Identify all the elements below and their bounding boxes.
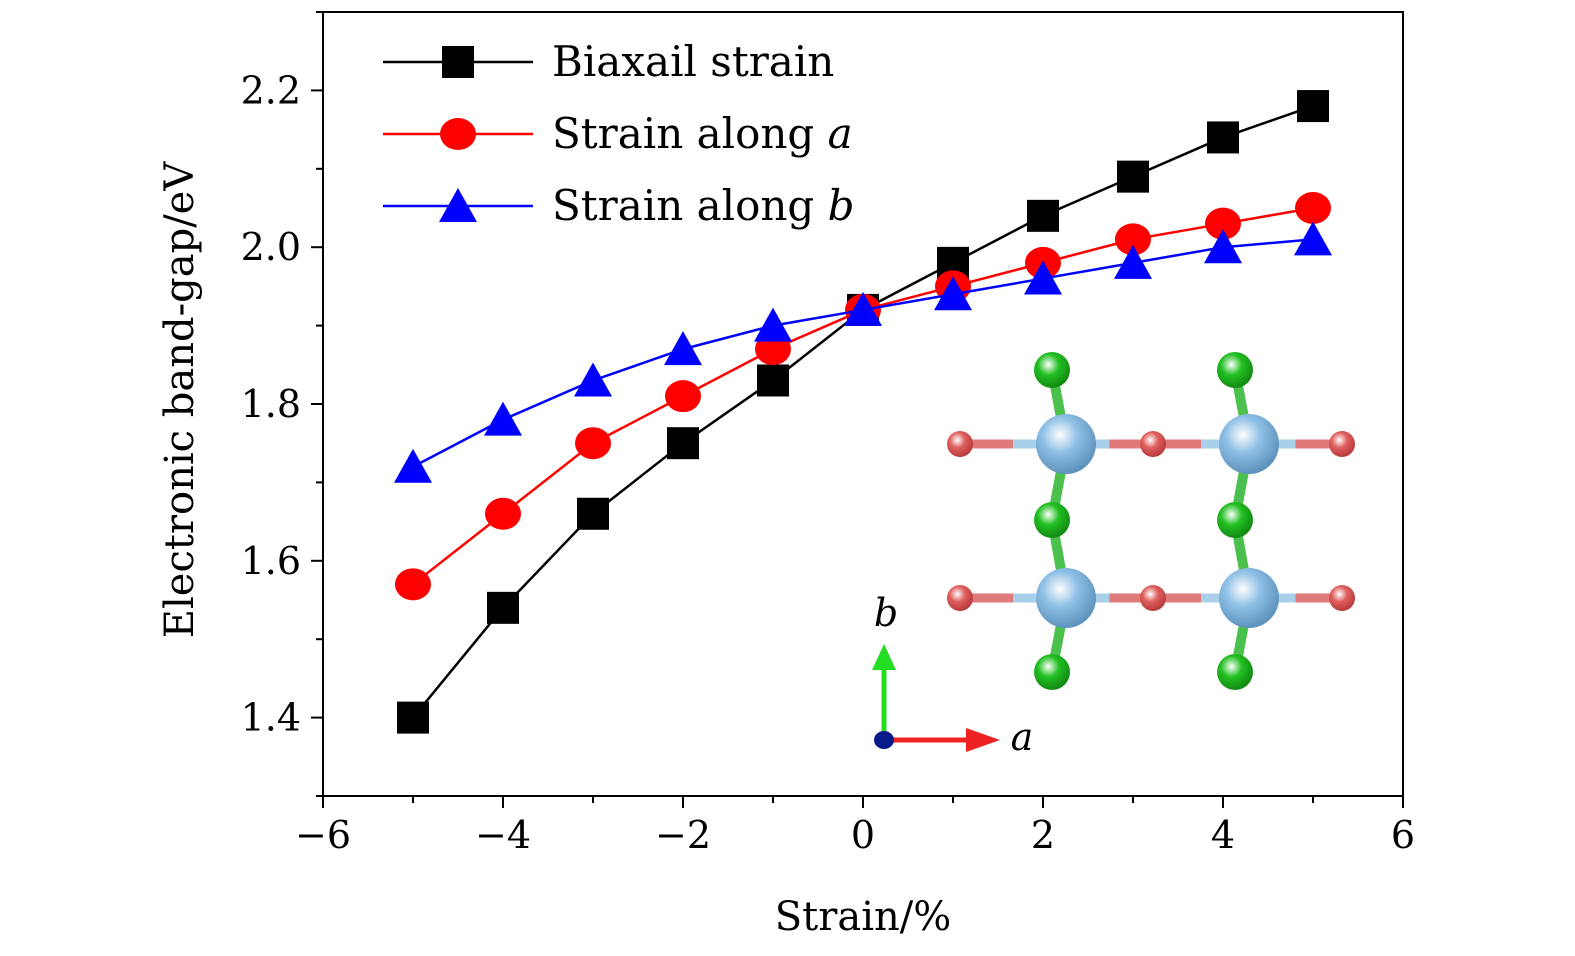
data-point [1027, 199, 1059, 232]
data-point [1024, 260, 1062, 295]
data-point [1117, 160, 1149, 193]
legend-entry: Strain along a [383, 109, 853, 158]
data-point [575, 427, 611, 460]
legend-label-italic: a [828, 109, 853, 158]
y-axis-ticks: 1.4 1.6 1.8 2.0 2.2 [241, 11, 323, 797]
large-atom [1036, 414, 1096, 474]
x-tick-label: 2 [1031, 813, 1055, 857]
data-point [394, 448, 432, 483]
large-atom [1219, 568, 1279, 628]
x-tick-label: −6 [295, 813, 351, 857]
data-point [1204, 229, 1242, 264]
green-atom [1034, 502, 1070, 538]
data-point [1295, 192, 1331, 224]
data-point [1207, 121, 1239, 154]
data-point [1294, 221, 1332, 256]
legend-label-italic: b [828, 181, 855, 230]
legend-label-text: Strain along [552, 109, 828, 158]
legend-entry: Strain along b [383, 181, 855, 230]
y-axis-title: Electronic band-gap/eV [157, 161, 203, 639]
data-point [1205, 207, 1241, 240]
axes: −6 −4 −2 0 2 4 6 1.4 1.6 1.8 2.0 2.2 Strain/% Elec… [157, 11, 1415, 940]
data-point [395, 568, 431, 601]
data-point [757, 364, 789, 397]
y-tick-label: 2.2 [241, 68, 301, 112]
y-tick-label: 1.4 [241, 696, 301, 740]
legend-label-text: Biaxail strain [552, 37, 834, 86]
series-layer [394, 90, 1332, 734]
data-point [484, 401, 522, 436]
a-axis-arrowhead [966, 728, 1000, 752]
green-atom [1034, 352, 1070, 388]
small-atom [1140, 431, 1166, 457]
data-point [754, 307, 792, 342]
data-point [934, 276, 972, 311]
legend-label: Biaxail strain [552, 37, 834, 86]
small-atom [1329, 585, 1355, 611]
x-tick-label: 0 [851, 813, 875, 857]
legend-marker [440, 118, 476, 150]
series-triangle [394, 221, 1332, 483]
green-atom [1217, 352, 1253, 388]
data-point [665, 380, 701, 413]
x-axis-title: Strain/% [775, 894, 951, 940]
x-tick-label: −2 [655, 813, 711, 857]
large-atom [1036, 568, 1096, 628]
data-point [485, 497, 521, 530]
legend-label-text: Strain along [552, 181, 828, 230]
small-atom [1329, 431, 1355, 457]
green-atom [1217, 654, 1253, 690]
small-atom [947, 431, 973, 457]
x-tick-label: 4 [1211, 813, 1235, 857]
crystal-structure-inset: ba [872, 352, 1355, 759]
data-point [397, 701, 429, 734]
data-point [664, 331, 702, 366]
data-point [1297, 90, 1329, 123]
small-atom [1140, 585, 1166, 611]
legend-label: Strain along b [552, 181, 855, 230]
y-tick-label: 2.0 [241, 225, 301, 269]
data-point [1115, 223, 1151, 256]
x-tick-label: 6 [1391, 813, 1415, 857]
inset-a-label: a [1011, 715, 1034, 759]
green-atom [1034, 654, 1070, 690]
x-axis-ticks: −6 −4 −2 0 2 4 6 [295, 796, 1415, 857]
data-point [574, 362, 612, 397]
legend-marker [442, 46, 474, 78]
y-tick-label: 1.8 [241, 382, 301, 426]
origin-dot [874, 731, 894, 749]
series-line [412, 238, 1314, 468]
legend-entry: Biaxail strain [383, 37, 834, 86]
inset-b-label: b [874, 591, 898, 635]
data-point [844, 291, 882, 326]
green-atom [1217, 502, 1253, 538]
series-line [412, 206, 1314, 586]
legend-label: Strain along a [552, 109, 853, 158]
legend-marker [439, 188, 477, 222]
data-point [577, 497, 609, 530]
large-atom [1219, 414, 1279, 474]
series-square [397, 90, 1329, 734]
data-point [487, 591, 519, 624]
series-line [412, 104, 1314, 719]
data-point [1114, 244, 1152, 279]
y-tick-label: 1.6 [241, 539, 301, 583]
b-axis-arrowhead [872, 644, 896, 670]
small-atom [947, 585, 973, 611]
x-tick-label: −4 [475, 813, 531, 857]
data-point [667, 427, 699, 460]
